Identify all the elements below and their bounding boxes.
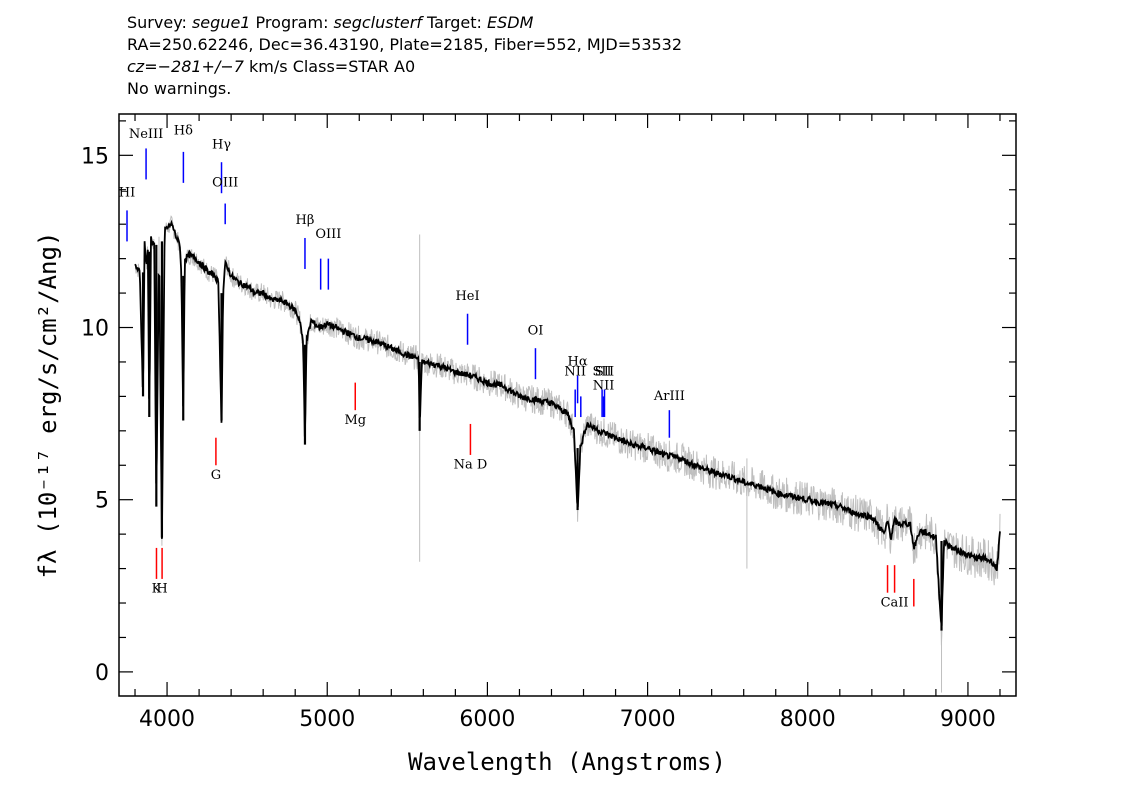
absorption-line-label: Na D: [454, 458, 488, 473]
survey-label: Survey:: [127, 13, 192, 32]
emission-line-label: Hβ: [296, 213, 315, 228]
emission-line-label: SII: [593, 365, 612, 380]
emission-line-label: Hα: [568, 354, 588, 369]
emission-line-label: OIII: [212, 175, 238, 190]
target-value: ESDM: [487, 13, 534, 32]
x-tick-label: 8000: [780, 707, 836, 732]
program-label: Program:: [250, 13, 334, 32]
x-axis-title: Wavelength (Angstroms): [408, 748, 726, 776]
plot-frame: [118, 113, 1017, 697]
redshift-value: cz=−281+/−7: [127, 57, 244, 76]
emission-line-label: HI: [119, 186, 135, 201]
absorption-line-label: H: [156, 582, 167, 597]
x-tick-label: 5000: [299, 707, 355, 732]
spectrum-header: Survey: segue1 Program: segclusterf Targ…: [127, 12, 682, 100]
header-line-survey: Survey: segue1 Program: segclusterf Targ…: [127, 12, 682, 34]
emission-line-label: SII: [595, 365, 614, 380]
x-tick-label: 9000: [940, 707, 996, 732]
x-tick-label: 4000: [139, 707, 195, 732]
absorption-line-label: K: [152, 582, 162, 597]
y-tick-label: 0: [95, 661, 109, 686]
emission-line-label: NII: [564, 365, 586, 380]
emission-line-label: OI: [528, 323, 544, 338]
emission-line-label: Hδ: [174, 124, 193, 139]
emission-line-label: HeI: [455, 289, 479, 304]
observed-flux-line: [134, 215, 1001, 646]
emission-line-label: NII: [593, 379, 615, 394]
absorption-line-label: CaII: [881, 595, 909, 610]
emission-line-label: NeIII: [129, 127, 163, 142]
x-tick-label: 7000: [620, 707, 676, 732]
y-axis-title: fλ (10⁻¹⁷ erg/s/cm²/Ang): [34, 232, 62, 579]
absorption-line-label: G: [211, 468, 221, 483]
header-line-coords: RA=250.62246, Dec=36.43190, Plate=2185, …: [127, 35, 683, 54]
survey-value: segue1: [191, 13, 251, 32]
emission-line-label: OIII: [315, 227, 341, 242]
target-label: Target:: [421, 13, 487, 32]
model-flux-series: [134, 219, 1001, 631]
emission-line-label: ArIII: [653, 389, 685, 404]
y-tick-label: 10: [81, 317, 109, 342]
y-tick-label: 5: [95, 489, 109, 514]
header-line-warnings: No warnings.: [127, 79, 232, 98]
absorption-line-label: Mg: [344, 413, 366, 428]
program-value: segclusterf: [333, 13, 422, 32]
class-value: km/s Class=STAR A0: [243, 57, 416, 76]
x-tick-label: 6000: [459, 707, 515, 732]
y-tick-label: 15: [81, 144, 109, 169]
header-line-redshift: cz=−281+/−7 km/s Class=STAR A0: [127, 56, 682, 78]
model-flux-line: [134, 219, 1001, 626]
axis-ticks: 4000 5000 6000 7000 8000 9000 0 5 10 15: [81, 114, 1016, 732]
observed-flux-series: [134, 215, 1001, 693]
emission-line-label: Hγ: [212, 137, 231, 152]
